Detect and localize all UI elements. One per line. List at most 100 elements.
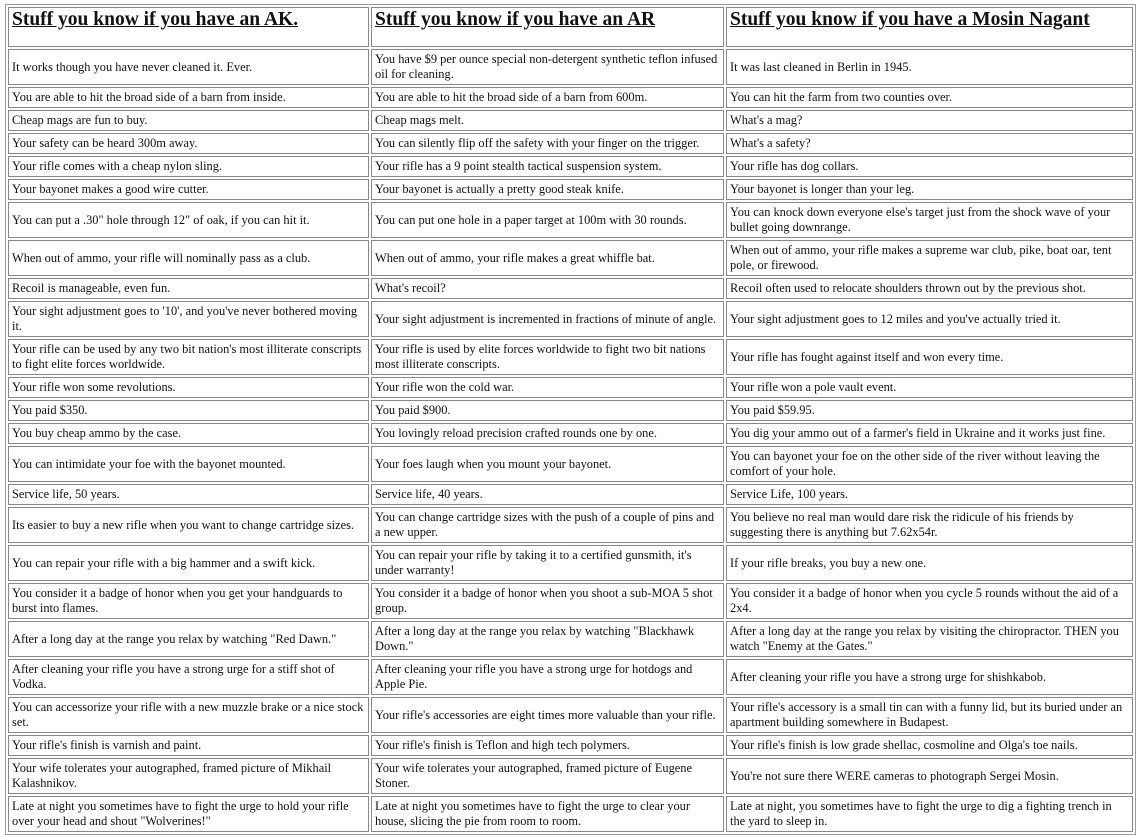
ak-cell: You buy cheap ammo by the case. xyxy=(8,423,369,444)
ar-cell: Your wife tolerates your autographed, fr… xyxy=(371,758,724,794)
ar-cell: Your rifle's accessories are eight times… xyxy=(371,697,724,733)
mosin-cell: You believe no real man would dare risk … xyxy=(726,507,1133,543)
ak-cell: After cleaning your rifle you have a str… xyxy=(8,659,369,695)
ar-cell: Your sight adjustment is incremented in … xyxy=(371,301,724,337)
ar-cell: You consider it a badge of honor when yo… xyxy=(371,583,724,619)
ar-cell: Your bayonet is actually a pretty good s… xyxy=(371,179,724,200)
header-row: Stuff you know if you have an AK. Stuff … xyxy=(8,7,1133,47)
ak-cell: Cheap mags are fun to buy. xyxy=(8,110,369,131)
table-row: You can put a .30" hole through 12" of o… xyxy=(8,202,1133,238)
table-row: It works though you have never cleaned i… xyxy=(8,49,1133,85)
mosin-cell: Your sight adjustment goes to 12 miles a… xyxy=(726,301,1133,337)
mosin-cell: Late at night, you sometimes have to fig… xyxy=(726,796,1133,832)
ar-cell: Your foes laugh when you mount your bayo… xyxy=(371,446,724,482)
table-row: Service life, 50 years. Service life, 40 … xyxy=(8,484,1133,505)
ar-cell: Service life, 40 years. xyxy=(371,484,724,505)
ar-cell: You paid $900. xyxy=(371,400,724,421)
header-ak: Stuff you know if you have an AK. xyxy=(8,7,369,47)
ar-cell: You are able to hit the broad side of a … xyxy=(371,87,724,108)
table-row: You consider it a badge of honor when yo… xyxy=(8,583,1133,619)
ak-cell: Your bayonet makes a good wire cutter. xyxy=(8,179,369,200)
mosin-cell: Your rifle has fought against itself and… xyxy=(726,339,1133,375)
mosin-cell: After a long day at the range you relax … xyxy=(726,621,1133,657)
table-row: You can intimidate your foe with the bay… xyxy=(8,446,1133,482)
table-row: After cleaning your rifle you have a str… xyxy=(8,659,1133,695)
table-row: Its easier to buy a new rifle when you w… xyxy=(8,507,1133,543)
mosin-cell: After cleaning your rifle you have a str… xyxy=(726,659,1133,695)
ak-cell: It works though you have never cleaned i… xyxy=(8,49,369,85)
ak-cell: Your rifle can be used by any two bit na… xyxy=(8,339,369,375)
table-row: Your rifle comes with a cheap nylon slin… xyxy=(8,156,1133,177)
mosin-cell: You paid $59.95. xyxy=(726,400,1133,421)
mosin-cell: Your rifle's finish is low grade shellac… xyxy=(726,735,1133,756)
mosin-cell: If your rifle breaks, you buy a new one. xyxy=(726,545,1133,581)
mosin-cell: You dig your ammo out of a farmer's fiel… xyxy=(726,423,1133,444)
mosin-cell: You can bayonet your foe on the other si… xyxy=(726,446,1133,482)
ar-cell: Late at night you sometimes have to figh… xyxy=(371,796,724,832)
ak-cell: Service life, 50 years. xyxy=(8,484,369,505)
mosin-cell: Your rifle has dog collars. xyxy=(726,156,1133,177)
table-row: When out of ammo, your rifle will nomina… xyxy=(8,240,1133,276)
mosin-cell: Your rifle won a pole vault event. xyxy=(726,377,1133,398)
mosin-cell: What's a mag? xyxy=(726,110,1133,131)
table-row: Recoil is manageable, even fun. What's re… xyxy=(8,278,1133,299)
ar-cell: You can put one hole in a paper target a… xyxy=(371,202,724,238)
table-row: Your rifle's finish is varnish and paint… xyxy=(8,735,1133,756)
ak-cell: You can accessorize your rifle with a ne… xyxy=(8,697,369,733)
ak-cell: After a long day at the range you relax … xyxy=(8,621,369,657)
ar-cell: You have $9 per ounce special non-deterg… xyxy=(371,49,724,85)
mosin-cell: Service Life, 100 years. xyxy=(726,484,1133,505)
mosin-cell: Your bayonet is longer than your leg. xyxy=(726,179,1133,200)
ak-cell: Your wife tolerates your autographed, fr… xyxy=(8,758,369,794)
table-row: You paid $350. You paid $900. You paid $59… xyxy=(8,400,1133,421)
mosin-cell: Recoil often used to relocate shoulders … xyxy=(726,278,1133,299)
table-row: After a long day at the range you relax … xyxy=(8,621,1133,657)
ak-cell: Your safety can be heard 300m away. xyxy=(8,133,369,154)
table-row: Cheap mags are fun to buy. Cheap mags mel… xyxy=(8,110,1133,131)
mosin-cell: What's a safety? xyxy=(726,133,1133,154)
ar-cell: You lovingly reload precision crafted ro… xyxy=(371,423,724,444)
ak-cell: You can repair your rifle with a big ham… xyxy=(8,545,369,581)
ak-cell: Recoil is manageable, even fun. xyxy=(8,278,369,299)
table-row: You buy cheap ammo by the case. You lovin… xyxy=(8,423,1133,444)
table-row: Your safety can be heard 300m away. You c… xyxy=(8,133,1133,154)
table-row: Your wife tolerates your autographed, fr… xyxy=(8,758,1133,794)
ak-cell: You can intimidate your foe with the bay… xyxy=(8,446,369,482)
ak-cell: Your rifle's finish is varnish and paint… xyxy=(8,735,369,756)
table-row: Your sight adjustment goes to '10', and … xyxy=(8,301,1133,337)
mosin-cell: You can knock down everyone else's targe… xyxy=(726,202,1133,238)
ak-cell: When out of ammo, your rifle will nomina… xyxy=(8,240,369,276)
mosin-cell: You're not sure there WERE cameras to ph… xyxy=(726,758,1133,794)
mosin-cell: When out of ammo, your rifle makes a sup… xyxy=(726,240,1133,276)
ar-cell: Your rifle's finish is Teflon and high t… xyxy=(371,735,724,756)
ar-cell: Your rifle is used by elite forces world… xyxy=(371,339,724,375)
mosin-cell: You can hit the farm from two counties o… xyxy=(726,87,1133,108)
ar-cell: Cheap mags melt. xyxy=(371,110,724,131)
ar-cell: After a long day at the range you relax … xyxy=(371,621,724,657)
table-row: You are able to hit the broad side of a … xyxy=(8,87,1133,108)
ak-cell: You consider it a badge of honor when yo… xyxy=(8,583,369,619)
ak-cell: You paid $350. xyxy=(8,400,369,421)
ak-cell: Late at night you sometimes have to figh… xyxy=(8,796,369,832)
ar-cell: You can repair your rifle by taking it t… xyxy=(371,545,724,581)
ak-cell: Your rifle comes with a cheap nylon slin… xyxy=(8,156,369,177)
ak-cell: You can put a .30" hole through 12" of o… xyxy=(8,202,369,238)
table-row: You can repair your rifle with a big ham… xyxy=(8,545,1133,581)
mosin-cell: It was last cleaned in Berlin in 1945. xyxy=(726,49,1133,85)
mosin-cell: You consider it a badge of honor when yo… xyxy=(726,583,1133,619)
ar-cell: You can change cartridge sizes with the … xyxy=(371,507,724,543)
comparison-table: Stuff you know if you have an AK. Stuff … xyxy=(5,4,1136,835)
ar-cell: Your rifle has a 9 point stealth tactica… xyxy=(371,156,724,177)
table-row: Late at night you sometimes have to figh… xyxy=(8,796,1133,832)
ak-cell: Its easier to buy a new rifle when you w… xyxy=(8,507,369,543)
table-row: Your rifle can be used by any two bit na… xyxy=(8,339,1133,375)
table-row: Your bayonet makes a good wire cutter. Yo… xyxy=(8,179,1133,200)
ar-cell: When out of ammo, your rifle makes a gre… xyxy=(371,240,724,276)
ar-cell: After cleaning your rifle you have a str… xyxy=(371,659,724,695)
ak-cell: Your sight adjustment goes to '10', and … xyxy=(8,301,369,337)
header-ar: Stuff you know if you have an AR xyxy=(371,7,724,47)
ak-cell: Your rifle won some revolutions. xyxy=(8,377,369,398)
table-row: You can accessorize your rifle with a ne… xyxy=(8,697,1133,733)
ar-cell: What's recoil? xyxy=(371,278,724,299)
ak-cell: You are able to hit the broad side of a … xyxy=(8,87,369,108)
